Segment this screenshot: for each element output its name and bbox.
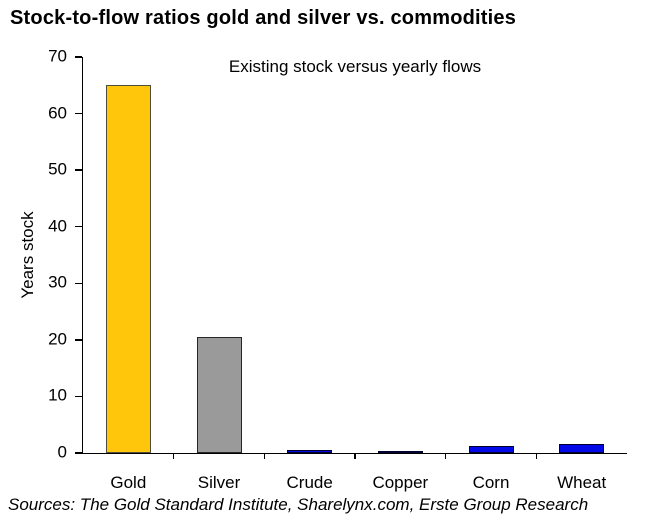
bar-wheat [559,443,605,453]
x-axis-tick [263,453,266,459]
x-axis-label-copper: Copper [372,473,429,492]
y-axis-tick-label: 50 [48,159,67,179]
x-axis-label-corn: Corn [472,473,510,492]
x-axis-tick [354,453,356,459]
y-axis-tick [75,395,82,398]
y-axis-tick-label: 0 [57,442,67,462]
bar-copper [377,450,423,453]
bar-crude [287,449,333,453]
y-axis-tick-label: 20 [48,329,67,349]
x-axis-tick [444,453,447,459]
y-axis-tick-label: 10 [48,386,67,406]
y-axis-tick [75,225,82,228]
y-axis-tick [75,282,82,285]
y-axis-tick-label: 70 [48,46,67,66]
x-axis-label-crude: Crude [286,473,333,492]
bar-silver [196,337,242,453]
x-axis-label-silver: Silver [197,473,241,492]
plot-area: Existing stock versus yearly flows 0 10 20… [48,47,627,492]
bar-corn [468,445,514,453]
x-axis-label-wheat: Wheat [557,473,607,492]
y-axis-tick-label: 30 [48,272,67,292]
x-axis-tick [172,453,175,459]
x-axis-label-gold: Gold [110,473,147,492]
x-axis-tick [535,453,538,459]
y-axis-tick [75,169,82,171]
y-axis-tick [75,339,82,341]
y-axis-tick [75,112,82,115]
chart-subtitle: Existing stock versus yearly flows [228,57,482,76]
y-axis-tick-label: 60 [48,103,67,123]
chart-title: Stock-to-flow ratios gold and silver vs.… [10,7,517,29]
y-axis-label: Years stock [18,211,37,299]
y-axis-tick [75,452,82,454]
y-axis-tick [75,56,82,58]
bar-gold [105,85,151,453]
y-axis-tick-label: 40 [48,216,67,236]
source-note: Sources: The Gold Standard Institute, Sh… [8,495,589,514]
